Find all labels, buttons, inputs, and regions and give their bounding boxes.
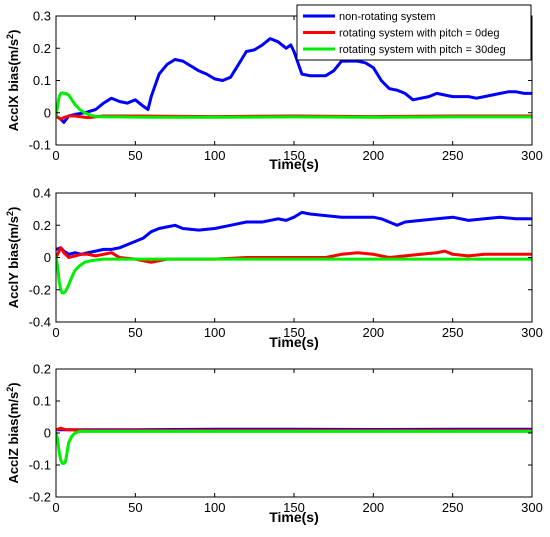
y-tick-label: 0.1 [33,394,51,409]
chart-panel-2: 0 50 100 150 200 250 300 -0.4 -0.2 0 0.2 0.4 Time(s)… [5,186,543,351]
x-axis-label: Time(s) [269,509,319,525]
x-tick-label: 300 [521,325,543,340]
x-tick-label: 250 [442,500,464,515]
series-group [56,210,532,295]
y-tick-label: 0 [44,426,51,441]
y-axis-label-tail: ) [6,207,21,211]
y-axis-label: AcclY bias(m/s2) [5,207,21,309]
y-axis-label-tail: ) [6,30,21,34]
y-tick-label: 0.3 [33,9,51,24]
x-tick-label: 100 [204,325,226,340]
series-group [56,37,532,124]
x-tick-label: 100 [204,500,226,515]
y-tick-label: -0.1 [29,138,51,153]
x-tick-label: 300 [521,500,543,515]
y-axis-label-main: AcclZ bias(m/s [6,392,21,484]
x-tick-label: 150 [283,325,305,340]
y-axis-label: AcclZ bias(m/s2) [5,382,21,483]
y-tick-label: -0.2 [29,490,51,505]
legend-label-3: rotating system with pitch = 30deg [339,44,506,56]
x-tick-label: 200 [362,148,384,163]
series-line-1 [56,210,532,256]
legend-box [296,4,532,61]
chart-panel-3: 0 50 100 150 200 250 300 -0.2 -0.1 0 0.1 0.2 Time(s)… [5,362,543,526]
y-axis-label-main: AcclY bias(m/s [6,216,21,308]
y-tick-label: 0 [44,250,51,265]
x-tick-label: 150 [283,148,305,163]
y-axis-label-sup: 2 [5,211,15,216]
x-tick-label: 200 [362,325,384,340]
x-tick-label: 0 [52,148,59,163]
y-tick-label: 0.1 [33,73,51,88]
x-tick-label: 100 [204,148,226,163]
series-line-3 [56,91,532,119]
y-tick-label: 0.2 [33,41,51,56]
y-axis-label-sup: 2 [5,34,15,39]
y-tick-label: -0.4 [29,315,51,330]
legend-label-1: non-rotating system [339,11,436,23]
x-tick-label: 250 [442,148,464,163]
y-tick-label: -0.1 [29,458,51,473]
x-axis-label: Time(s) [269,334,319,350]
series-line-2 [56,246,532,264]
series-line-3 [56,429,532,465]
series-line-1 [56,37,532,124]
x-tick-label: 50 [128,148,142,163]
x-axis-label: Time(s) [269,156,319,172]
series-line-3 [56,256,532,295]
x-tick-label: 150 [283,500,305,515]
x-tick-label: 250 [442,325,464,340]
x-tick-label: 0 [52,500,59,515]
y-tick-label: 0.4 [33,186,51,201]
x-tick-label: 50 [128,325,142,340]
y-axis-label-main: AcclX bias(m/s [6,39,21,132]
chart-panel-1: 0 50 100 150 200 250 300-0.100.10.20.3Time(s)A… [5,4,543,172]
x-tick-label: 50 [128,500,142,515]
series-group [56,426,532,465]
plot-area [56,369,532,497]
x-tick-label: 0 [52,325,59,340]
y-tick-label: 0 [44,105,51,120]
legend-label-2: rotating system with pitch = 0deg [339,28,500,40]
y-axis-label-tail: ) [6,382,21,386]
y-axis-label: AcclX bias(m/s2) [5,30,21,132]
x-tick-label: 200 [362,500,384,515]
y-axis-label-sup: 2 [5,387,15,392]
x-tick-label: 300 [521,148,543,163]
y-tick-label: 0.2 [33,362,51,377]
y-tick-label: 0.2 [33,218,51,233]
y-tick-label: -0.2 [29,282,51,297]
